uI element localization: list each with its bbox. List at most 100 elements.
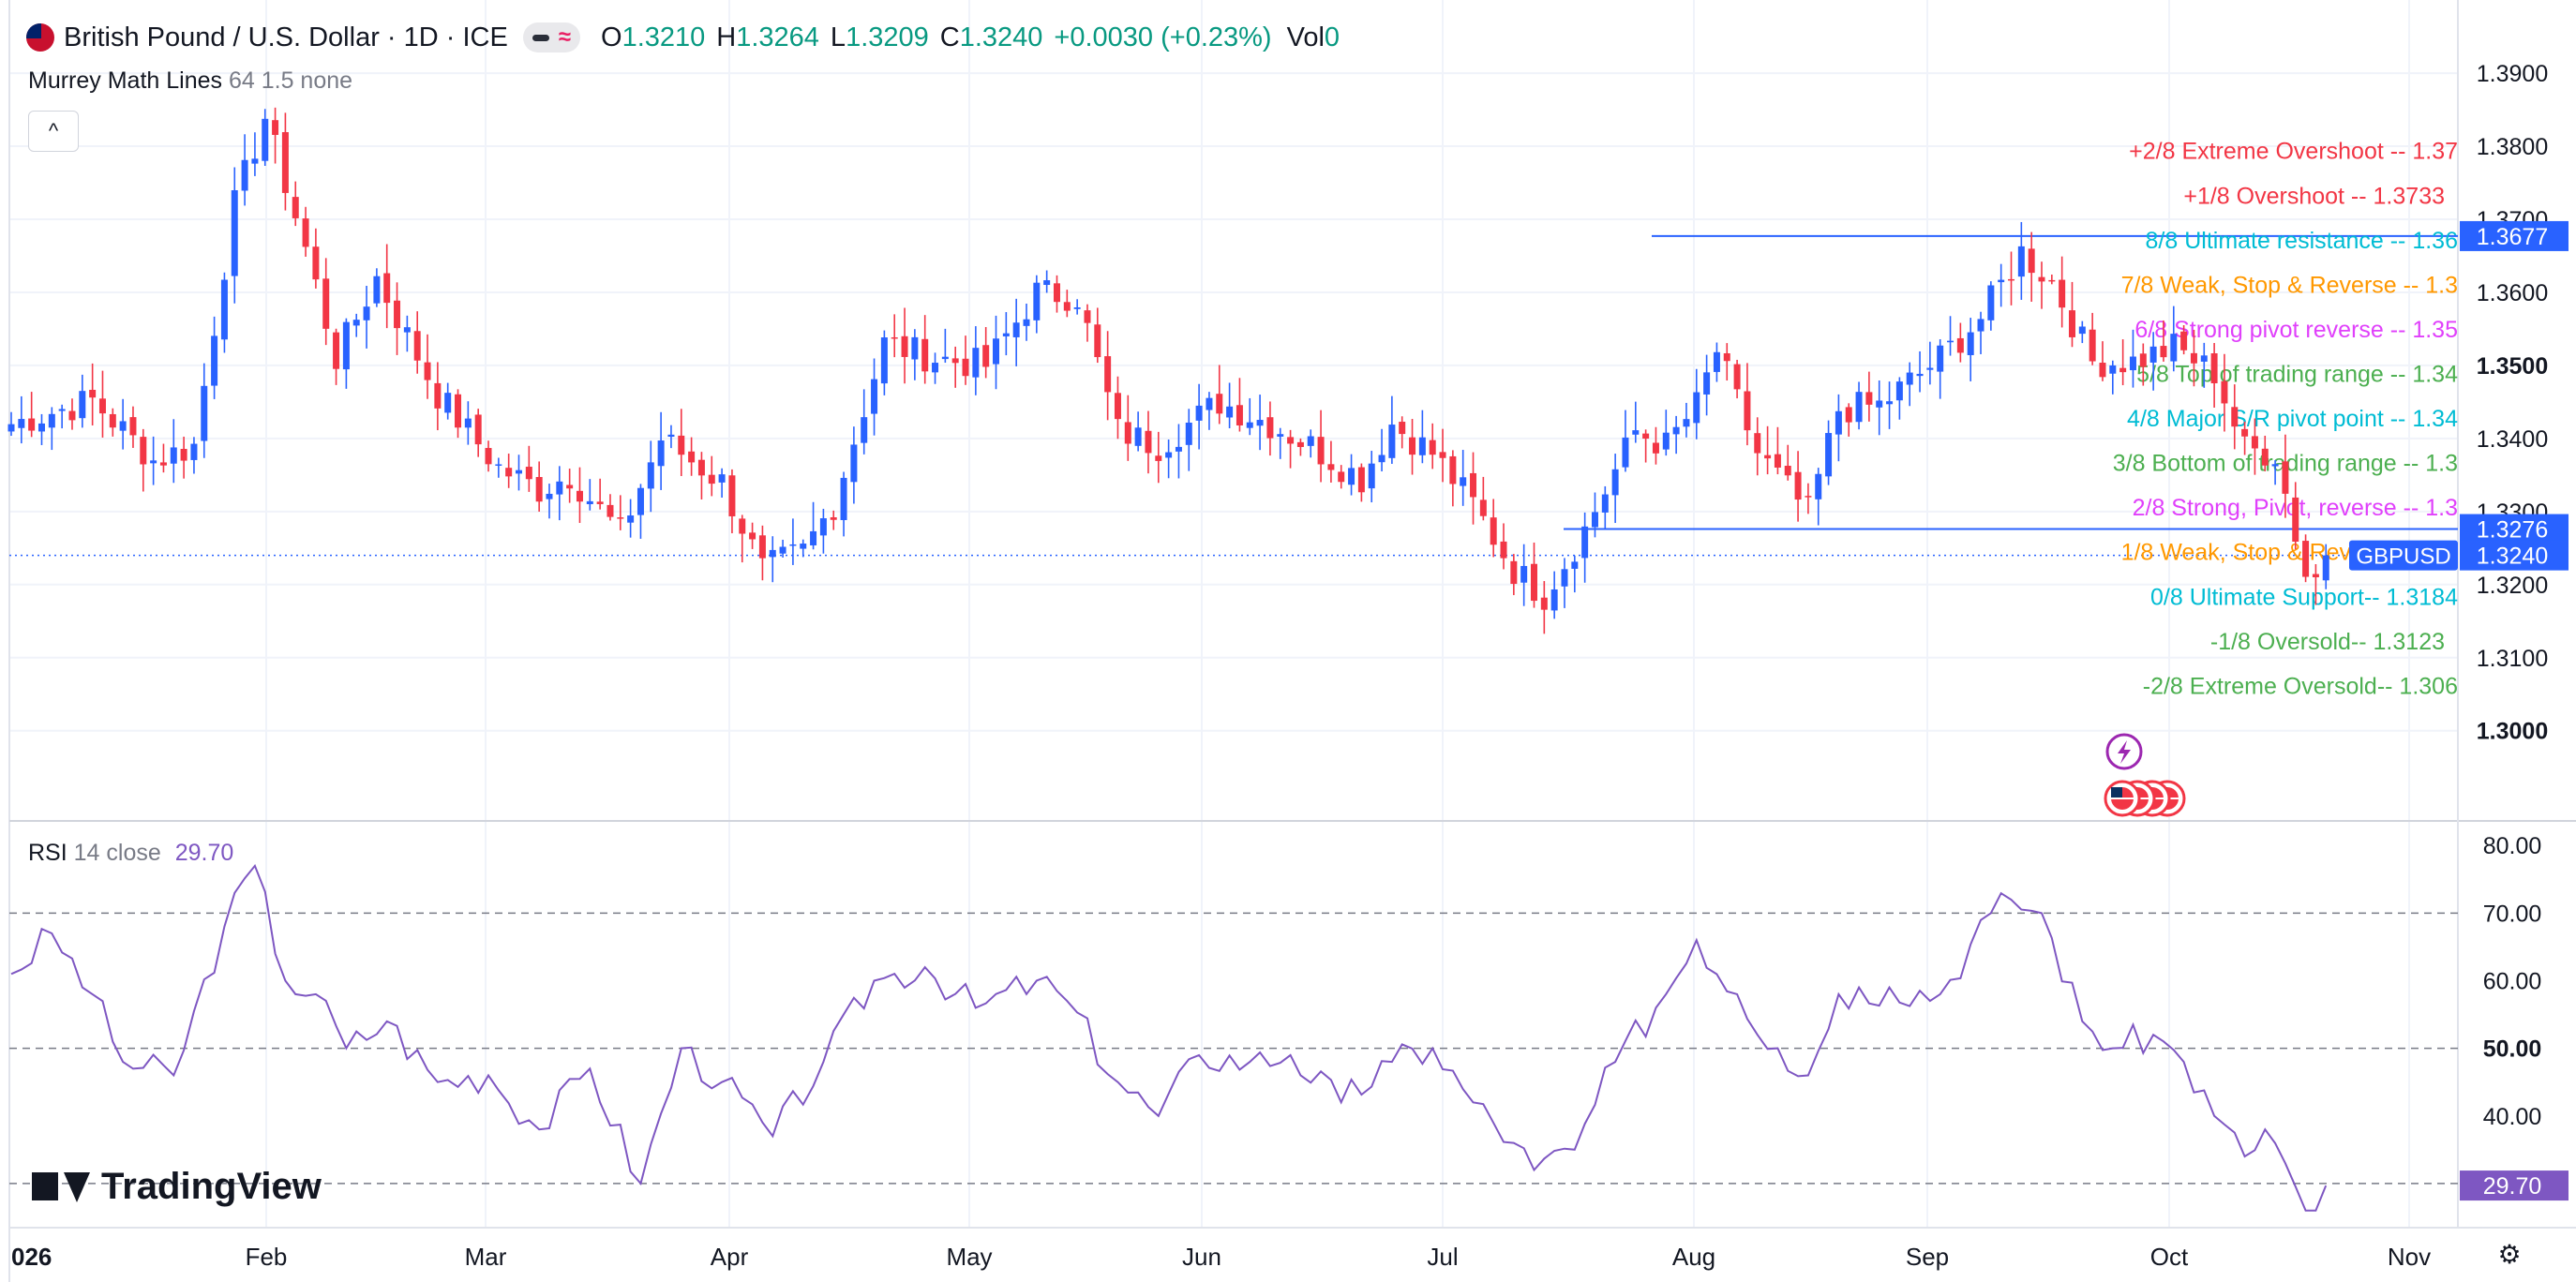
price-tick-label: 1.3200 [2477,573,2548,599]
candle-body [1652,442,1659,454]
time-tick-label: Mar [465,1243,507,1271]
indicator-legend[interactable]: Murrey Math Lines 64 1.5 none [28,67,352,95]
murrey-line-label: 6/8 Strong pivot reverse -- 1.35 [2134,317,2458,343]
candle-body [1703,372,1711,395]
candle-body [201,385,208,441]
candle-body [109,413,116,428]
candle-body [1449,455,1457,484]
candle-body [1926,367,1934,370]
candle-body [251,158,259,164]
candle-body [1296,441,1304,447]
candle-body [2059,279,2066,308]
candle-body [140,437,147,465]
candle-body [455,394,462,428]
candle-body [2017,246,2025,277]
candle-body [769,549,776,558]
candle-body [1693,392,1700,424]
rsi-legend[interactable]: RSI 14 close 29.70 [28,840,233,867]
candle-body [1642,433,1650,440]
candle-body [363,306,370,320]
price-axis-badge-label: 1.3240 [2477,544,2548,570]
candle-body [566,484,574,489]
candle-body [2261,448,2269,466]
candle-body [1571,561,1579,569]
symbol-tag [2349,540,2458,571]
candle-body [1886,401,1894,405]
candle-body [1947,340,1954,343]
candle-body [2008,278,2015,281]
candle-body [667,434,675,438]
candle-body [1246,422,1253,428]
candle-body [211,335,218,386]
candle-body [1460,477,1467,486]
candle-body [1378,455,1385,463]
tradingview-logo[interactable]: TradingView [32,1166,322,1208]
candle-body [932,363,939,373]
candle-body [1155,455,1162,461]
candle-body [1277,434,1284,437]
vol-value: 0 [1324,22,1340,52]
rsi-axis-badge [2460,1170,2569,1201]
price-axis-badge [2460,514,2569,544]
candle-body [1835,410,1842,435]
candle-body [749,532,756,540]
chevron-up-icon: ^ [48,119,59,142]
candle-body [951,358,959,364]
candle-body [1784,466,1791,476]
candle-body [688,451,696,463]
candle-body [1175,446,1182,452]
collapse-button[interactable]: ^ [28,111,79,152]
candle-body [413,331,421,361]
indicator-toggle[interactable]: ≈ [522,22,580,52]
candle-body [150,460,157,464]
candle-body [861,417,868,443]
candle-body [1348,468,1355,485]
candle-body [2068,310,2075,337]
candle-body [281,132,289,193]
price-axis-badge [2460,540,2569,571]
candles [7,107,2329,634]
candle-body [1855,392,1863,423]
candle-body [637,487,644,515]
murrey-line-label: 7/8 Weak, Stop & Reverse -- 1.3 [2121,272,2458,298]
candle-body [1754,433,1761,454]
symbol-header: British Pound / U.S. Dollar · 1D · ICE ≈… [26,17,1340,58]
candle-body [1662,432,1670,450]
candle-body [373,276,381,304]
candle-body [58,409,66,411]
candle-body [434,382,442,409]
candle-body [1531,563,1537,602]
candle-body [2241,428,2249,437]
symbol-title[interactable]: British Pound / U.S. Dollar · 1D · ICE [64,22,508,52]
rsi-params: 14 close [73,840,161,866]
candle-body [880,337,888,384]
candle-body [516,470,522,474]
candle-body [789,544,797,546]
candle-body [779,546,786,554]
price-tick-label: 1.3800 [2477,134,2548,160]
settings-gear-icon[interactable]: ⚙ [2497,1240,2522,1269]
candle-body [850,444,858,483]
candle-body [1409,437,1416,455]
candle-body [739,518,746,534]
candle-body [1287,437,1295,444]
candle-body [262,118,269,161]
lightning-glyph [2118,740,2131,764]
candle-body [1094,324,1101,358]
symbol-tag-label: GBPUSD [2356,544,2450,570]
candle-body [1967,332,1974,355]
rsi-tick-label: 50.00 [2483,1036,2542,1063]
candle-body [129,417,137,436]
candle-body [1825,433,1833,477]
candle-body [921,338,929,372]
candle-body [322,278,330,329]
candle-body [474,414,482,445]
candle-body [18,419,25,428]
murrey-line-label: 8/8 Ultimate resistance -- 1.36 [2146,228,2458,254]
candle-body [2271,464,2279,467]
candle-body [1723,352,1730,362]
candle-body [333,332,340,369]
candle-body [1063,302,1071,311]
rsi-tick-label: 70.00 [2483,901,2542,927]
